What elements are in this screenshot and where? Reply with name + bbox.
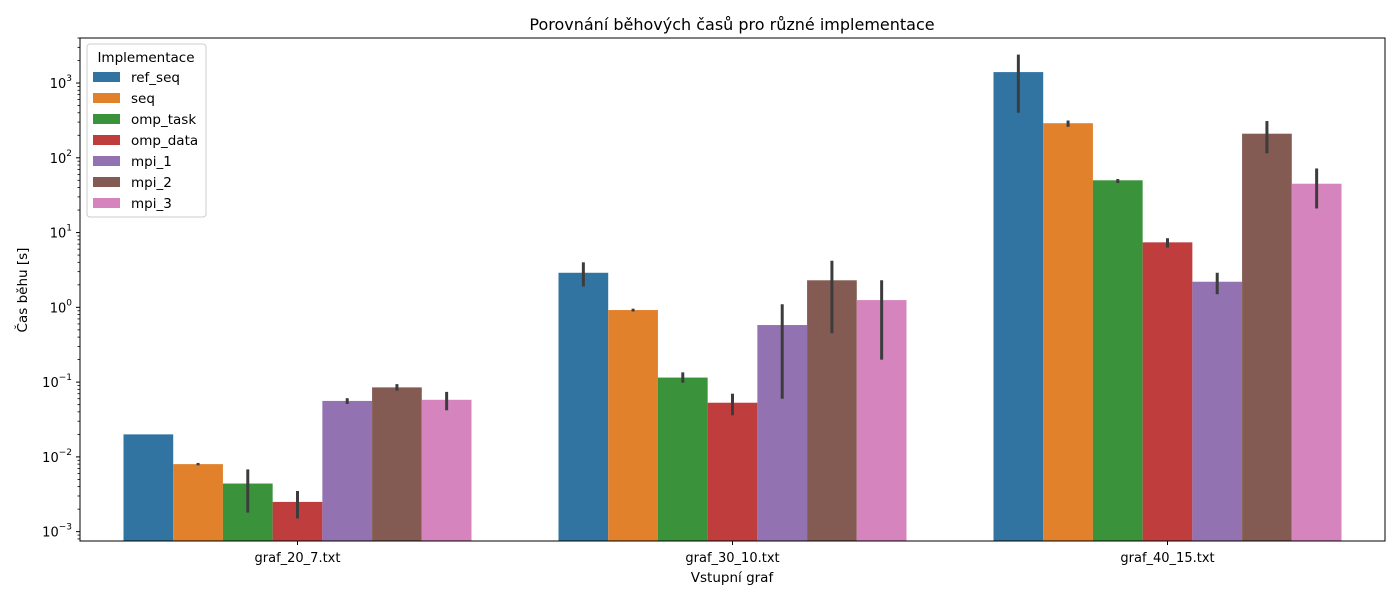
y-tick-label: 10−3 bbox=[42, 523, 72, 541]
y-tick-label: 10−2 bbox=[42, 448, 72, 466]
y-tick-exponent: −3 bbox=[59, 523, 72, 533]
bar-mpi_3-2 bbox=[1291, 183, 1342, 541]
bar-mpi_3-0 bbox=[421, 399, 472, 541]
legend-label: mpi_1 bbox=[131, 154, 172, 170]
x-axis: graf_20_7.txt graf_30_10.txt graf_40_15.tx… bbox=[255, 541, 1215, 566]
legend-swatch-omp_data bbox=[93, 135, 120, 145]
error-bars bbox=[196, 54, 1319, 519]
y-tick-exponent: −1 bbox=[59, 373, 72, 383]
bar-seq-2 bbox=[1043, 123, 1093, 541]
legend-swatch-ref_seq bbox=[93, 72, 120, 82]
x-tick-label: graf_40_15.txt bbox=[1120, 551, 1214, 566]
y-tick-base: 10 bbox=[50, 77, 67, 92]
bar-ref_seq-2 bbox=[993, 72, 1044, 541]
legend-swatch-omp_task bbox=[93, 114, 120, 124]
y-tick-label: 100 bbox=[50, 298, 73, 316]
legend-box bbox=[86, 43, 207, 218]
y-tick-exponent: 0 bbox=[66, 298, 72, 308]
legend-label: ref_seq bbox=[131, 70, 180, 86]
bars bbox=[123, 72, 1342, 541]
legend-swatch-mpi_2 bbox=[93, 177, 120, 187]
bar-ref_seq-1 bbox=[558, 272, 609, 541]
y-tick-exponent: 3 bbox=[66, 74, 72, 84]
y-tick-base: 10 bbox=[50, 301, 67, 316]
y-axis-label: Čas běhu [s] bbox=[13, 248, 31, 333]
y-tick-exponent: −2 bbox=[59, 448, 72, 458]
legend-label: mpi_2 bbox=[131, 175, 172, 191]
y-tick-base: 10 bbox=[50, 152, 67, 167]
y-tick-base: 10 bbox=[42, 451, 59, 466]
bar-omp_task-1 bbox=[657, 377, 708, 541]
legend-title: Implementace bbox=[97, 50, 194, 66]
bar-mpi_2-2 bbox=[1242, 133, 1292, 541]
legend-label: omp_data bbox=[131, 133, 198, 149]
bar-mpi_1-0 bbox=[322, 400, 373, 541]
legend-label: omp_task bbox=[131, 112, 196, 128]
bar-seq-0 bbox=[173, 464, 223, 541]
y-tick-label: 103 bbox=[50, 74, 72, 92]
legend-label: mpi_3 bbox=[131, 196, 172, 212]
bar-omp_data-1 bbox=[707, 402, 758, 541]
bar-seq-1 bbox=[608, 310, 658, 541]
y-tick-base: 10 bbox=[42, 526, 59, 541]
y-tick-exponent: 1 bbox=[66, 224, 72, 234]
y-tick-label: 10−1 bbox=[42, 373, 72, 391]
x-axis-label: Vstupní graf bbox=[691, 570, 775, 586]
legend-swatch-seq bbox=[93, 93, 120, 103]
y-tick-exponent: 2 bbox=[66, 149, 72, 159]
bar-omp_data-2 bbox=[1142, 242, 1193, 541]
y-tick-label: 102 bbox=[50, 149, 72, 167]
legend-swatch-mpi_3 bbox=[93, 198, 120, 208]
x-tick-label: graf_20_7.txt bbox=[255, 551, 341, 566]
x-tick-label: graf_30_10.txt bbox=[685, 551, 779, 566]
bar-mpi_1-2 bbox=[1192, 281, 1243, 541]
bar-ref_seq-0 bbox=[123, 434, 174, 541]
y-tick-base: 10 bbox=[50, 227, 67, 242]
bar-omp_task-2 bbox=[1092, 180, 1143, 541]
bar-mpi_2-0 bbox=[372, 387, 422, 541]
legend-label: seq bbox=[131, 91, 155, 107]
chart-title: Porovnání běhových časů pro různé implem… bbox=[529, 15, 934, 34]
legend-swatch-mpi_1 bbox=[93, 156, 120, 166]
y-tick-base: 10 bbox=[42, 376, 59, 391]
y-tick-label: 101 bbox=[50, 224, 72, 242]
